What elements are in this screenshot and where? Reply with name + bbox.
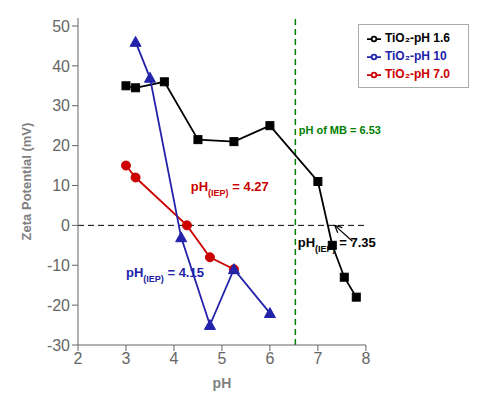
svg-text:0: 0 — [61, 217, 70, 234]
svg-text:40: 40 — [52, 58, 70, 75]
svg-text:pH: pH — [213, 375, 232, 391]
html-text:TiO₂-pH 7.0: TiO₂-pH 7.0 — [384, 67, 450, 81]
svg-text:8: 8 — [361, 350, 370, 367]
svg-text:10: 10 — [52, 177, 70, 194]
svg-text:7: 7 — [313, 350, 322, 367]
svg-text:pH of MB = 6.53: pH of MB = 6.53 — [299, 124, 381, 136]
svg-text:-30: -30 — [47, 337, 70, 354]
svg-text:4: 4 — [170, 350, 179, 367]
svg-text:30: 30 — [52, 97, 70, 114]
svg-text:20: 20 — [52, 137, 70, 154]
svg-text:50: 50 — [52, 18, 70, 35]
svg-text:-10: -10 — [47, 257, 70, 274]
svg-text:3: 3 — [122, 350, 131, 367]
svg-text:2: 2 — [74, 350, 83, 367]
svg-text:5: 5 — [217, 350, 226, 367]
svg-text:-20: -20 — [47, 297, 70, 314]
svg-text:pH(IEP) = 4.15: pH(IEP) = 4.15 — [126, 265, 204, 284]
html-text:TiO₂-pH 1.6: TiO₂-pH 1.6 — [384, 31, 450, 45]
svg-text:pH(IEP) = 7.35: pH(IEP) = 7.35 — [298, 235, 376, 254]
svg-text:Zeta Potential (mV): Zeta Potential (mV) — [19, 123, 34, 241]
svg-text:pH(IEP) = 4.27: pH(IEP) = 4.27 — [191, 179, 269, 198]
html-text:TiO₂-pH 10: TiO₂-pH 10 — [384, 49, 447, 63]
svg-text:6: 6 — [265, 350, 274, 367]
